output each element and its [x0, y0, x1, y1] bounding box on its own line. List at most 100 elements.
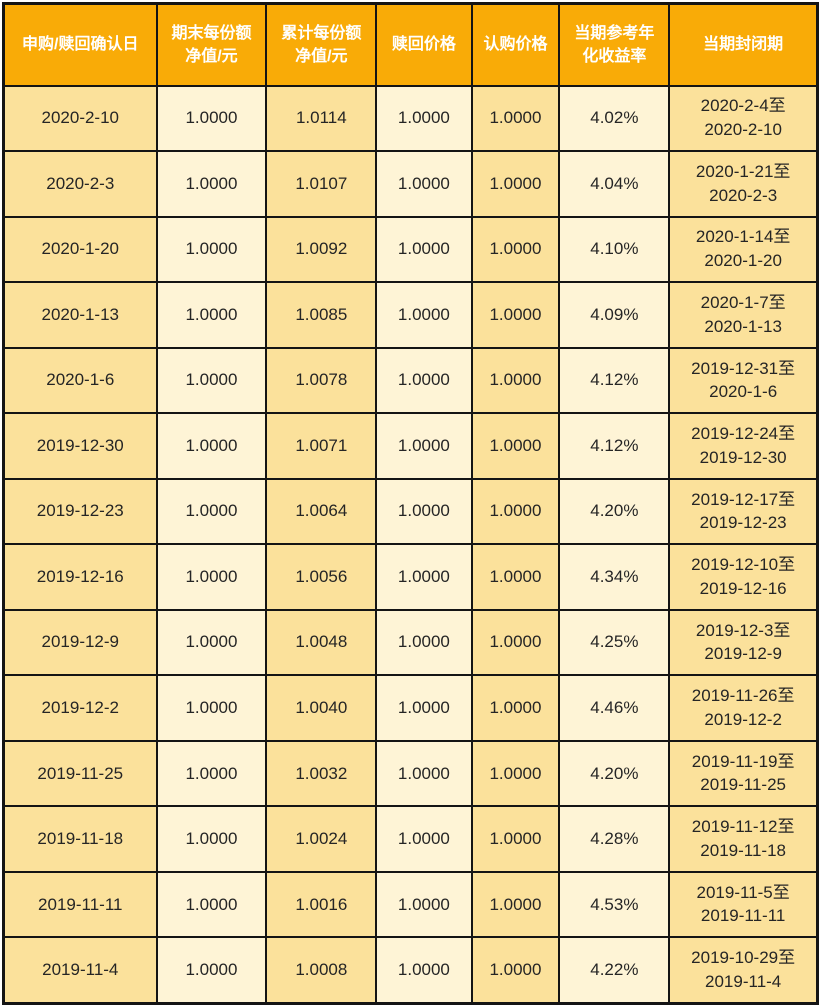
header-row: 申购/赎回确认日 期末每份额 净值/元 累计每份额 净值/元 赎回价格 认购价格 当期参考… [2, 2, 819, 87]
cell-annual_yield: 4.20% [558, 739, 671, 808]
cell-period: 2020-2-4至 2020-2-10 [668, 84, 819, 153]
cell-nav_cum: 1.0008 [265, 936, 378, 1005]
cell-redeem_price: 1.0000 [375, 739, 473, 808]
cell-date: 2020-2-3 [2, 150, 158, 218]
cell-redeem_price: 1.0000 [375, 543, 473, 611]
cell-redeem_price: 1.0000 [375, 346, 473, 415]
cell-redeem_price: 1.0000 [375, 936, 473, 1005]
cell-annual_yield: 4.53% [558, 870, 671, 939]
cell-period: 2020-1-14至 2020-1-20 [668, 215, 819, 284]
cell-subscribe_price: 1.0000 [470, 936, 561, 1005]
table-row: 2019-12-30 1.0000 1.0071 1.0000 1.0000 4.12% 2… [2, 412, 819, 480]
table-header: 申购/赎回确认日 期末每份额 净值/元 累计每份额 净值/元 赎回价格 认购价格 当期参考… [2, 2, 819, 87]
cell-annual_yield: 4.12% [558, 412, 671, 480]
table-row: 2019-12-2 1.0000 1.0040 1.0000 1.0000 4.46% 20… [2, 674, 819, 742]
cell-nav_end: 1.0000 [155, 281, 268, 349]
cell-subscribe_price: 1.0000 [470, 412, 561, 480]
cell-date: 2020-1-6 [2, 346, 158, 415]
cell-annual_yield: 4.02% [558, 84, 671, 153]
cell-annual_yield: 4.04% [558, 150, 671, 218]
cell-period: 2019-12-10至 2019-12-16 [668, 543, 819, 611]
header-redeem_price: 赎回价格 [375, 2, 473, 87]
cell-annual_yield: 4.22% [558, 936, 671, 1005]
cell-nav_cum: 1.0024 [265, 805, 378, 873]
cell-nav_cum: 1.0078 [265, 346, 378, 415]
cell-nav_cum: 1.0092 [265, 215, 378, 284]
table-row: 2019-11-18 1.0000 1.0024 1.0000 1.0000 4.28% 2… [2, 805, 819, 873]
cell-redeem_price: 1.0000 [375, 412, 473, 480]
cell-nav_cum: 1.0114 [265, 84, 378, 153]
cell-date: 2019-12-30 [2, 412, 158, 480]
cell-nav_cum: 1.0071 [265, 412, 378, 480]
cell-date: 2019-12-23 [2, 477, 158, 546]
header-subscribe_price: 认购价格 [470, 2, 561, 87]
cell-period: 2020-1-21至 2020-2-3 [668, 150, 819, 218]
table-body: 2020-2-10 1.0000 1.0114 1.0000 1.0000 4.02% 20… [2, 84, 819, 1005]
cell-redeem_price: 1.0000 [375, 870, 473, 939]
cell-annual_yield: 4.12% [558, 346, 671, 415]
table-row: 2019-11-4 1.0000 1.0008 1.0000 1.0000 4.22% 20… [2, 936, 819, 1005]
header-annual_yield: 当期参考年 化收益率 [558, 2, 671, 87]
cell-nav_cum: 1.0064 [265, 477, 378, 546]
table-row: 2020-2-3 1.0000 1.0107 1.0000 1.0000 4.04% 202… [2, 150, 819, 218]
cell-date: 2019-12-2 [2, 674, 158, 742]
table-row: 2019-11-11 1.0000 1.0016 1.0000 1.0000 4.53% 2… [2, 870, 819, 939]
cell-redeem_price: 1.0000 [375, 150, 473, 218]
cell-date: 2019-12-9 [2, 608, 158, 677]
cell-nav_cum: 1.0048 [265, 608, 378, 677]
cell-redeem_price: 1.0000 [375, 84, 473, 153]
cell-period: 2019-12-3至 2019-12-9 [668, 608, 819, 677]
cell-redeem_price: 1.0000 [375, 674, 473, 742]
table-row: 2019-12-23 1.0000 1.0064 1.0000 1.0000 4.20% 2… [2, 477, 819, 546]
cell-annual_yield: 4.34% [558, 543, 671, 611]
cell-subscribe_price: 1.0000 [470, 150, 561, 218]
cell-nav_end: 1.0000 [155, 150, 268, 218]
cell-annual_yield: 4.10% [558, 215, 671, 284]
table-row: 2020-1-13 1.0000 1.0085 1.0000 1.0000 4.09% 20… [2, 281, 819, 349]
cell-redeem_price: 1.0000 [375, 215, 473, 284]
cell-redeem_price: 1.0000 [375, 281, 473, 349]
cell-nav_cum: 1.0107 [265, 150, 378, 218]
table-row: 2020-1-20 1.0000 1.0092 1.0000 1.0000 4.10% 20… [2, 215, 819, 284]
cell-subscribe_price: 1.0000 [470, 477, 561, 546]
cell-period: 2019-12-24至 2019-12-30 [668, 412, 819, 480]
cell-subscribe_price: 1.0000 [470, 346, 561, 415]
cell-redeem_price: 1.0000 [375, 477, 473, 546]
cell-date: 2019-11-4 [2, 936, 158, 1005]
table-row: 2020-1-6 1.0000 1.0078 1.0000 1.0000 4.12% 201… [2, 346, 819, 415]
cell-nav_end: 1.0000 [155, 477, 268, 546]
table-row: 2019-12-16 1.0000 1.0056 1.0000 1.0000 4.34% 2… [2, 543, 819, 611]
cell-subscribe_price: 1.0000 [470, 674, 561, 742]
cell-nav_cum: 1.0040 [265, 674, 378, 742]
header-period: 当期封闭期 [668, 2, 819, 87]
cell-redeem_price: 1.0000 [375, 805, 473, 873]
cell-subscribe_price: 1.0000 [470, 805, 561, 873]
cell-date: 2020-2-10 [2, 84, 158, 153]
cell-period: 2019-11-12至 2019-11-18 [668, 805, 819, 873]
cell-subscribe_price: 1.0000 [470, 608, 561, 677]
cell-nav_end: 1.0000 [155, 870, 268, 939]
cell-annual_yield: 4.25% [558, 608, 671, 677]
cell-date: 2019-11-25 [2, 739, 158, 808]
cell-nav_end: 1.0000 [155, 608, 268, 677]
cell-nav_end: 1.0000 [155, 936, 268, 1005]
header-nav_cum: 累计每份额 净值/元 [265, 2, 378, 87]
cell-nav_end: 1.0000 [155, 84, 268, 153]
cell-subscribe_price: 1.0000 [470, 739, 561, 808]
cell-date: 2019-11-11 [2, 870, 158, 939]
cell-date: 2020-1-13 [2, 281, 158, 349]
cell-nav_end: 1.0000 [155, 805, 268, 873]
cell-period: 2019-12-31至 2020-1-6 [668, 346, 819, 415]
cell-nav_end: 1.0000 [155, 346, 268, 415]
header-nav_end: 期末每份额 净值/元 [155, 2, 268, 87]
cell-nav_end: 1.0000 [155, 412, 268, 480]
cell-annual_yield: 4.46% [558, 674, 671, 742]
cell-nav_end: 1.0000 [155, 215, 268, 284]
cell-annual_yield: 4.20% [558, 477, 671, 546]
cell-nav_end: 1.0000 [155, 674, 268, 742]
cell-nav_cum: 1.0032 [265, 739, 378, 808]
cell-period: 2019-10-29至 2019-11-4 [668, 936, 819, 1005]
cell-period: 2020-1-7至 2020-1-13 [668, 281, 819, 349]
cell-period: 2019-12-17至 2019-12-23 [668, 477, 819, 546]
cell-subscribe_price: 1.0000 [470, 281, 561, 349]
